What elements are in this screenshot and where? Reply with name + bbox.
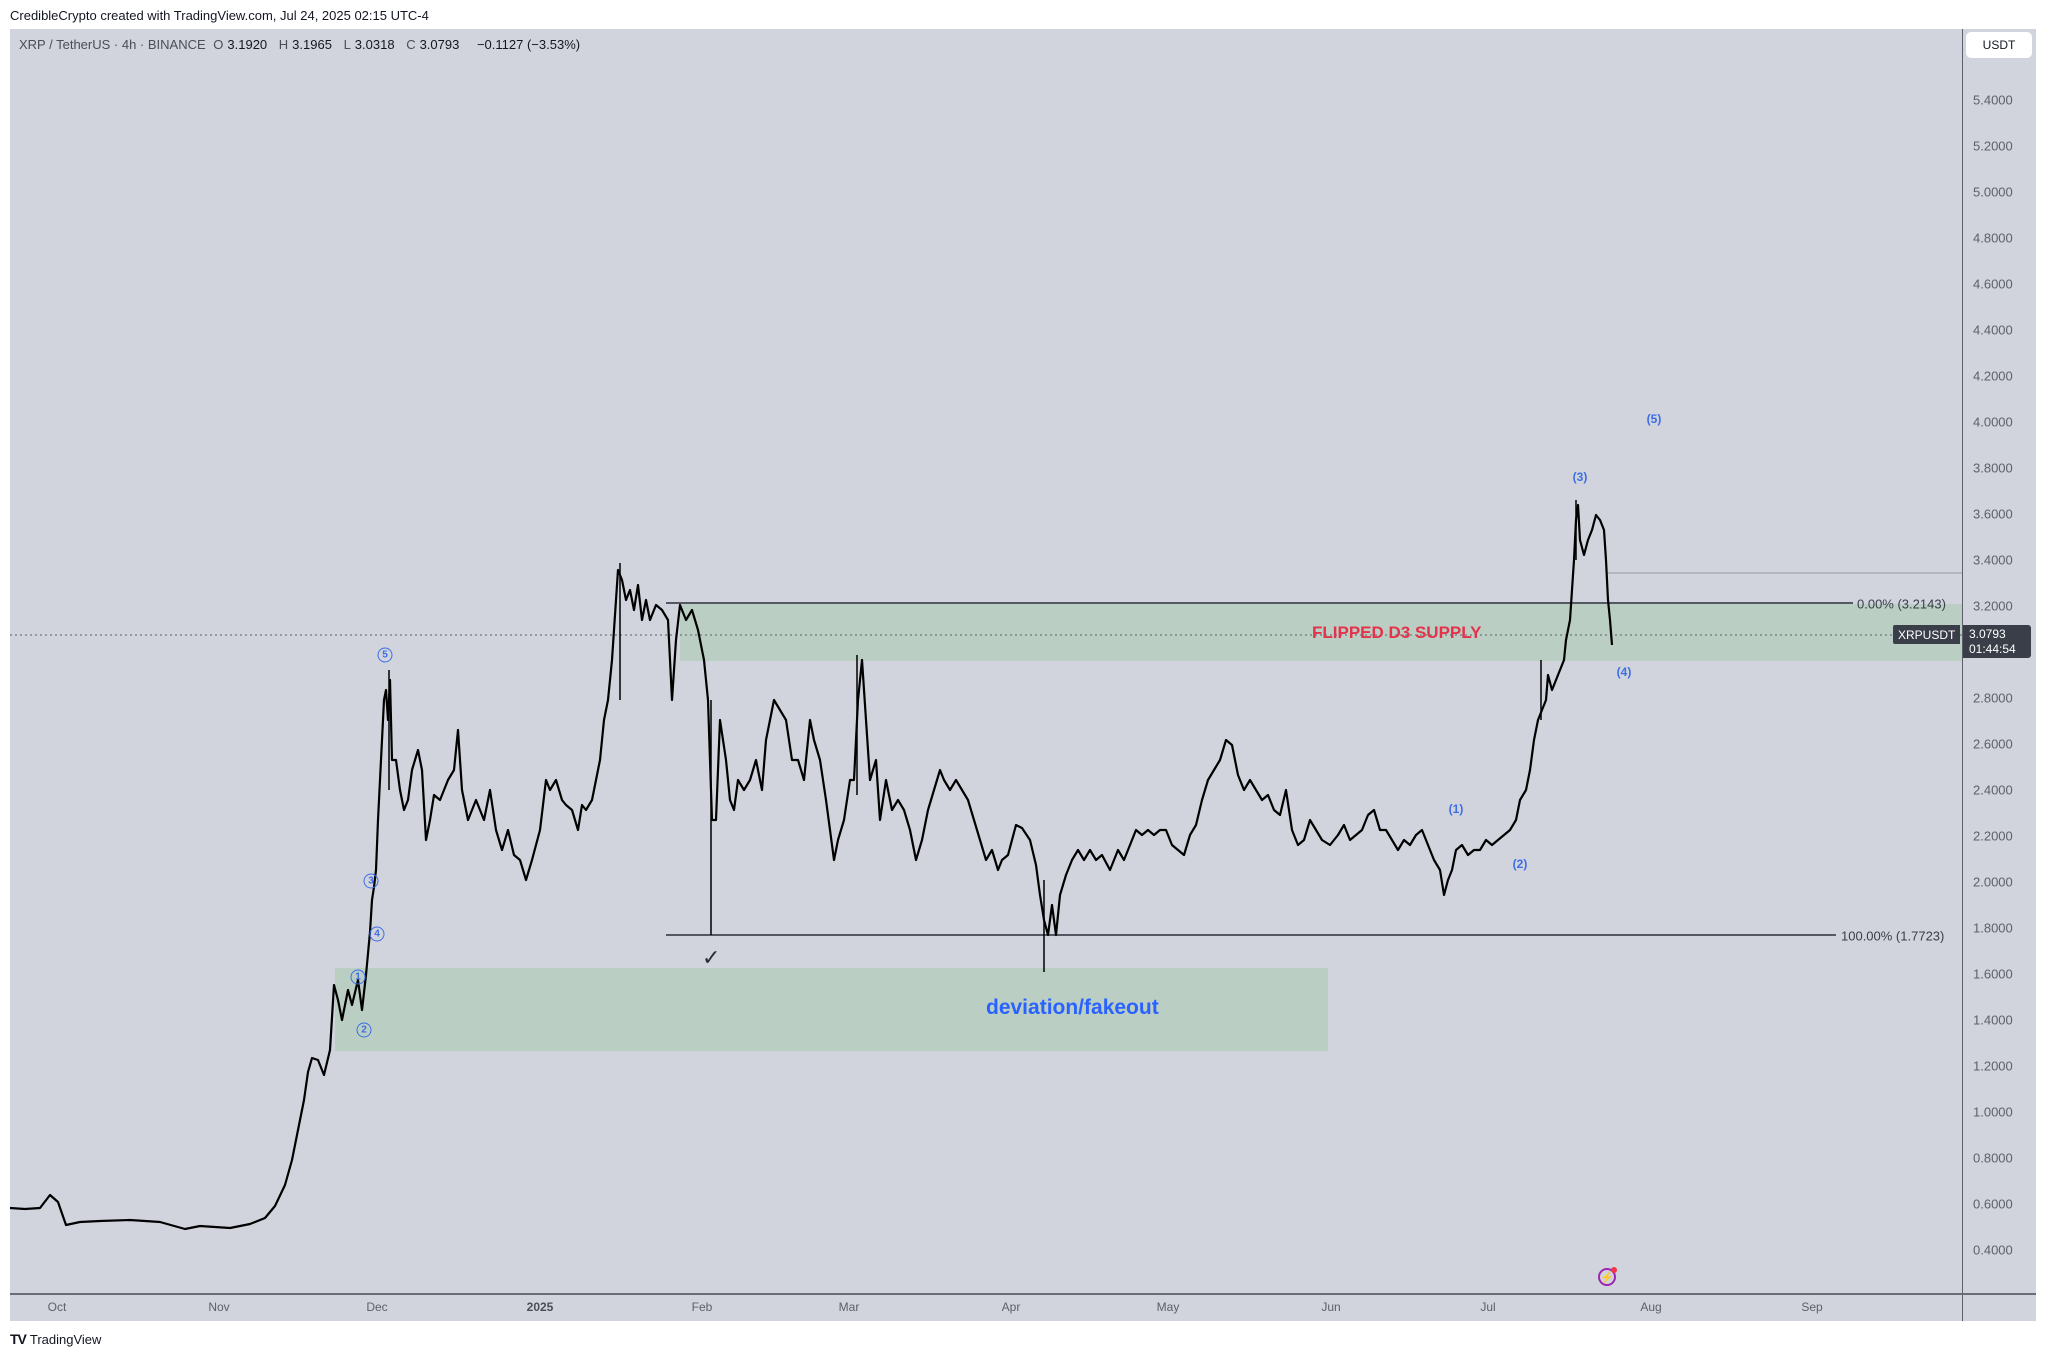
price-tick: 3.8000 [1973,460,2013,476]
bar-countdown: 01:44:54 [1969,642,2016,656]
time-axis-border [10,1293,2036,1295]
fib-top-label: 0.00% (3.2143) [1857,596,1946,612]
chart-panel[interactable] [10,29,2036,1321]
wave-label-5: (5) [1646,412,1662,426]
high-label: H 3.1965 [278,37,332,52]
price-tick: 3.4000 [1973,552,2013,568]
change-value: −0.1127 (−3.53%) [476,37,581,52]
price-tick: 1.4000 [1973,1012,2013,1028]
minor-wave-1: 1 [350,969,366,985]
currency-button[interactable]: USDT [1966,32,2032,58]
price-tick: 2.2000 [1973,828,2013,844]
time-tick: Dec [366,1300,388,1314]
time-tick: Sep [1801,1300,1823,1314]
price-tick: 5.2000 [1973,138,2013,154]
tradingview-logo-icon: TV [10,1331,27,1347]
minor-wave-2: 2 [356,1022,372,1038]
time-tick: Jul [1480,1300,1496,1314]
price-tick: 1.2000 [1973,1058,2013,1074]
wave-label-1: (1) [1448,802,1464,816]
lightning-event-icon[interactable]: ⚡ [1598,1267,1617,1286]
minor-wave-5: 5 [377,647,393,663]
supply-zone [680,604,1962,661]
supply-zone-label: FLIPPED D3 SUPPLY [1312,623,1482,642]
time-tick: Mar [838,1300,860,1314]
price-tick: 1.8000 [1973,920,2013,936]
time-tick: Jun [1321,1300,1341,1314]
price-tick: 4.4000 [1973,322,2013,338]
low-label: L 3.0318 [343,37,395,52]
price-tick: 2.8000 [1973,690,2013,706]
open-label: O 3.1920 [213,37,268,52]
price-tick: 4.8000 [1973,230,2013,246]
notification-dot [1611,1267,1617,1273]
price-axis-border [1962,29,1963,1321]
price-tick: 3.2000 [1973,598,2013,614]
time-tick: Nov [208,1300,230,1314]
checkmark-icon: ✓ [702,945,721,970]
price-tick: 0.6000 [1973,1196,2013,1212]
tradingview-brand: TradingView [29,1331,102,1347]
symbol-title: XRP / TetherUS · 4h · BINANCE [19,37,206,52]
price-tick: 5.0000 [1973,184,2013,200]
price-tick: 1.0000 [1973,1104,2013,1120]
deviation-zone [335,968,1328,1051]
last-price-tag: 3.0793 01:44:54 [1963,625,2031,658]
tradingview-logo[interactable]: TV TradingView [10,1331,101,1347]
price-tick: 4.0000 [1973,414,2013,430]
last-price-value: 3.0793 [1969,627,2006,641]
minor-wave-4: 4 [369,926,385,942]
time-tick: May [1156,1300,1180,1314]
price-tick: 0.8000 [1973,1150,2013,1166]
minor-wave-3: 3 [363,873,379,889]
price-tick: 3.6000 [1973,506,2013,522]
close-label: C 3.0793 [406,37,460,52]
time-tick: 2025 [526,1300,554,1314]
price-tick: 2.4000 [1973,782,2013,798]
price-line [9,503,1614,1231]
price-tick: 1.6000 [1973,966,2013,982]
wave-label-3: (3) [1572,470,1588,484]
fib-bottom-label: 100.00% (1.7723) [1841,928,1945,944]
time-tick: Apr [1001,1300,1021,1314]
time-tick: Oct [47,1300,67,1314]
deviation-zone-label: deviation/fakeout [986,996,1159,1019]
symbol-price-tag: XRPUSDT [1893,625,1961,644]
wave-label-4: (4) [1616,665,1632,679]
price-tick: 2.0000 [1973,874,2013,890]
chart-credit: CredibleCrypto created with TradingView.… [10,8,429,23]
price-tick: 5.4000 [1973,92,2013,108]
price-tick: 0.4000 [1973,1242,2013,1258]
price-tick: 4.6000 [1973,276,2013,292]
wave-label-2: (2) [1512,857,1528,871]
price-tick: 4.2000 [1973,368,2013,384]
price-tick: 2.6000 [1973,736,2013,752]
time-tick: Feb [691,1300,713,1314]
time-tick: Aug [1640,1300,1662,1314]
